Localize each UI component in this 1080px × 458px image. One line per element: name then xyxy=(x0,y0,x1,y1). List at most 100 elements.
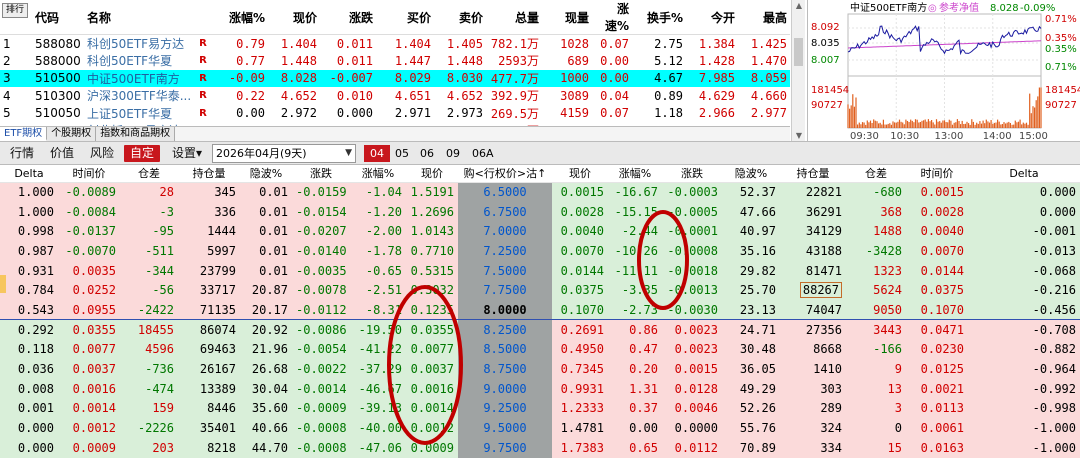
etf-cell-mark: R xyxy=(192,69,214,87)
expiry-select[interactable]: 2026年04月(9天) ▼ xyxy=(212,144,356,163)
etf-col-header[interactable]: 涨幅% xyxy=(214,0,268,35)
option-row[interactable]: 0.036 0.0037 -736 26167 26.68 -0.0022 -37.29 0.… xyxy=(0,359,1080,379)
put-pct-cell: 1.31 xyxy=(608,378,662,399)
etf-col-header[interactable]: 名称 xyxy=(84,0,192,35)
etf-col-header[interactable]: 总量 xyxy=(486,0,542,35)
option-col-header[interactable]: 时间价 xyxy=(906,165,968,183)
tab-value[interactable]: 价值 xyxy=(50,146,75,160)
option-row[interactable]: 0.987 -0.0070 -511 5997 0.01 -0.0140 -1.78 0.77… xyxy=(0,241,1080,261)
scroll-thumb[interactable] xyxy=(794,38,803,66)
call-time-cell: 0.0016 xyxy=(58,378,120,399)
month-tab-04[interactable]: 04 xyxy=(364,145,390,162)
etf-col-header[interactable]: 买价 xyxy=(376,0,434,35)
call-pct-cell: -2.00 xyxy=(350,221,406,242)
option-col-header[interactable]: 购<行权价>沽↑ xyxy=(458,165,552,183)
put-iv-cell: 52.26 xyxy=(722,398,780,419)
put-oi-chg-cell: -3428 xyxy=(846,241,906,261)
tab-quote[interactable]: 行情 xyxy=(10,146,35,160)
tab-stock-options[interactable]: 个股期权 xyxy=(47,127,97,141)
option-col-header[interactable]: 涨幅% xyxy=(350,165,406,183)
etf-col-header[interactable] xyxy=(192,0,214,35)
etf-cell-idx: 5 xyxy=(3,106,11,121)
option-col-header[interactable]: 仓差 xyxy=(846,165,906,183)
option-row[interactable]: 0.543 0.0955 -2422 71135 20.17 -0.0112 -8.31 0.… xyxy=(0,300,1080,321)
put-oi-chg-cell: -680 xyxy=(846,182,906,202)
option-row[interactable]: 1.000 -0.0084 -3 336 0.01 -0.0154 -1.20 1.2696 6… xyxy=(0,201,1080,222)
option-col-header[interactable]: 时间价 xyxy=(58,165,120,183)
option-col-header[interactable]: 现价 xyxy=(406,165,458,183)
month-tab-06a[interactable]: 06A xyxy=(472,147,494,160)
call-oi-chg-cell: -2422 xyxy=(120,300,178,321)
option-row[interactable]: 0.292 0.0355 18455 86074 20.92 -0.0086 -19.50 0… xyxy=(0,319,1080,340)
etf-col-header[interactable]: 卖价 xyxy=(434,0,486,35)
option-col-header[interactable]: 仓差 xyxy=(120,165,178,183)
put-chg-cell: -0.0008 xyxy=(662,241,722,261)
tab-etf-options[interactable]: ETF期权 xyxy=(0,127,48,141)
chart-nav-line xyxy=(847,40,1042,49)
scroll-down-icon[interactable]: ▼ xyxy=(795,131,803,140)
option-row[interactable]: 0.000 0.0009 203 8218 44.70 -0.0008 -47.06 0.00… xyxy=(0,437,1080,458)
list-scrollbar[interactable]: ▲ ▼ xyxy=(791,0,805,141)
option-col-header[interactable]: 涨跌 xyxy=(292,165,350,183)
option-row[interactable]: 0.008 0.0016 -474 13389 30.04 -0.0014 -46.67 0.… xyxy=(0,378,1080,399)
etf-row[interactable]: 1 588080 科创50ETF易方达 R 0.79 1.404 0.011 1.404 1.4… xyxy=(0,35,790,53)
etf-col-header[interactable]: 涨跌 xyxy=(320,0,376,35)
rank-button[interactable]: 排行 xyxy=(2,3,28,18)
strike-price-cell: 9.7500 xyxy=(458,437,552,458)
option-col-header[interactable]: 隐波% xyxy=(722,165,780,183)
tab-index-commodity-options[interactable]: 指数和商品期权 xyxy=(96,127,176,141)
etf-row[interactable]: 2 588000 科创50ETF华夏 R 0.77 1.448 0.011 1.447 1.44… xyxy=(0,52,790,70)
chart-x-label: 14:00 xyxy=(983,131,1012,141)
option-col-header[interactable]: Delta xyxy=(968,165,1080,183)
option-col-header[interactable]: 涨幅% xyxy=(608,165,662,183)
option-col-header[interactable]: 现价 xyxy=(552,165,608,183)
etf-col-header[interactable]: 涨速% xyxy=(592,0,632,35)
call-pct-cell: -40.00 xyxy=(350,418,406,438)
etf-row[interactable]: 5 510050 上证50ETF华夏 R 0.00 2.972 0.000 2.971 2.97… xyxy=(0,105,790,123)
month-tab-06[interactable]: 06 xyxy=(420,147,434,160)
intraday-chart[interactable]: 中证500ETF南方 ◎ 参考净值 8.028 -0.09% 8.092 8.035 8.00… xyxy=(808,0,1080,141)
option-col-header[interactable]: 持仓量 xyxy=(780,165,846,183)
option-row[interactable]: 0.998 -0.0137 -95 1444 0.01 -0.0207 -2.00 1.014… xyxy=(0,221,1080,242)
option-col-header[interactable]: 持仓量 xyxy=(178,165,240,183)
strike-price-cell: 9.2500 xyxy=(458,398,552,419)
scroll-up-icon[interactable]: ▲ xyxy=(795,1,803,10)
option-row[interactable]: 0.931 0.0035 -344 23799 0.01 -0.0035 -0.65 0.53… xyxy=(0,260,1080,281)
option-col-header[interactable]: 隐波% xyxy=(240,165,292,183)
month-tab-05[interactable]: 05 xyxy=(395,147,409,160)
month-tab-09[interactable]: 09 xyxy=(446,147,460,160)
intraday-chart-panel[interactable]: 中证500ETF南方 ◎ 参考净值 8.028 -0.09% 8.092 8.035 8.00… xyxy=(807,0,1080,141)
etf-col-header[interactable]: 现价 xyxy=(268,0,320,35)
option-row[interactable]: 0.118 0.0077 4596 69463 21.96 -0.0054 -41.22 0.… xyxy=(0,339,1080,360)
tab-risk[interactable]: 风险 xyxy=(90,146,115,160)
settings-menu[interactable]: 设置▾ xyxy=(166,145,208,162)
option-col-header[interactable]: Delta xyxy=(0,165,58,183)
call-iv-cell: 0.01 xyxy=(240,241,292,261)
etf-row[interactable]: 4 510300 沪深300ETF华泰... R 0.22 4.652 0.010 4.651… xyxy=(0,87,790,105)
call-price-cell: 0.0009 xyxy=(406,437,458,458)
etf-col-header[interactable]: 代码 xyxy=(32,0,84,35)
etf-cell-chg-pct: 0.22 xyxy=(236,88,265,103)
call-time-cell: 0.0955 xyxy=(58,300,120,321)
etf-cell-cur-vol: 689 xyxy=(567,53,589,68)
etf-col-header[interactable]: 今开 xyxy=(686,0,738,35)
etf-col-header[interactable]: 现量 xyxy=(542,0,592,35)
put-pct-cell: -15.15 xyxy=(608,201,662,222)
etf-col-header[interactable]: 换手% xyxy=(632,0,686,35)
put-price-cell: 0.9931 xyxy=(552,378,608,399)
call-delta-cell: 0.001 xyxy=(0,398,58,419)
option-row[interactable]: 1.000 -0.0089 28 345 0.01 -0.0159 -1.04 1.5191 6… xyxy=(0,182,1080,202)
option-row[interactable]: 0.001 0.0014 159 8446 35.60 -0.0009 -39.13 0.00… xyxy=(0,398,1080,419)
call-pct-cell: -47.06 xyxy=(350,437,406,458)
etf-col-header[interactable]: 最高 xyxy=(738,0,790,35)
horizontal-scrollbar[interactable] xyxy=(175,127,790,141)
etf-row[interactable]: 3 510500 中证500ETF南方 R -0.09 8.028 -0.007 8.029 8… xyxy=(0,69,790,87)
option-row[interactable]: 0.000 0.0012 -2226 35401 40.66 -0.0008 -40.00 0… xyxy=(0,418,1080,438)
option-col-header[interactable]: 涨跌 xyxy=(662,165,722,183)
put-price-cell: 0.7345 xyxy=(552,359,608,379)
put-oi-cell: 324 xyxy=(780,418,846,438)
call-time-cell: -0.0070 xyxy=(58,241,120,261)
tab-custom[interactable]: 自定 xyxy=(124,145,161,162)
option-row[interactable]: 0.784 0.0252 -56 33717 20.87 -0.0078 -2.51 0.30… xyxy=(0,280,1080,301)
expiry-select-value: 2026年04月(9天) xyxy=(216,147,307,160)
